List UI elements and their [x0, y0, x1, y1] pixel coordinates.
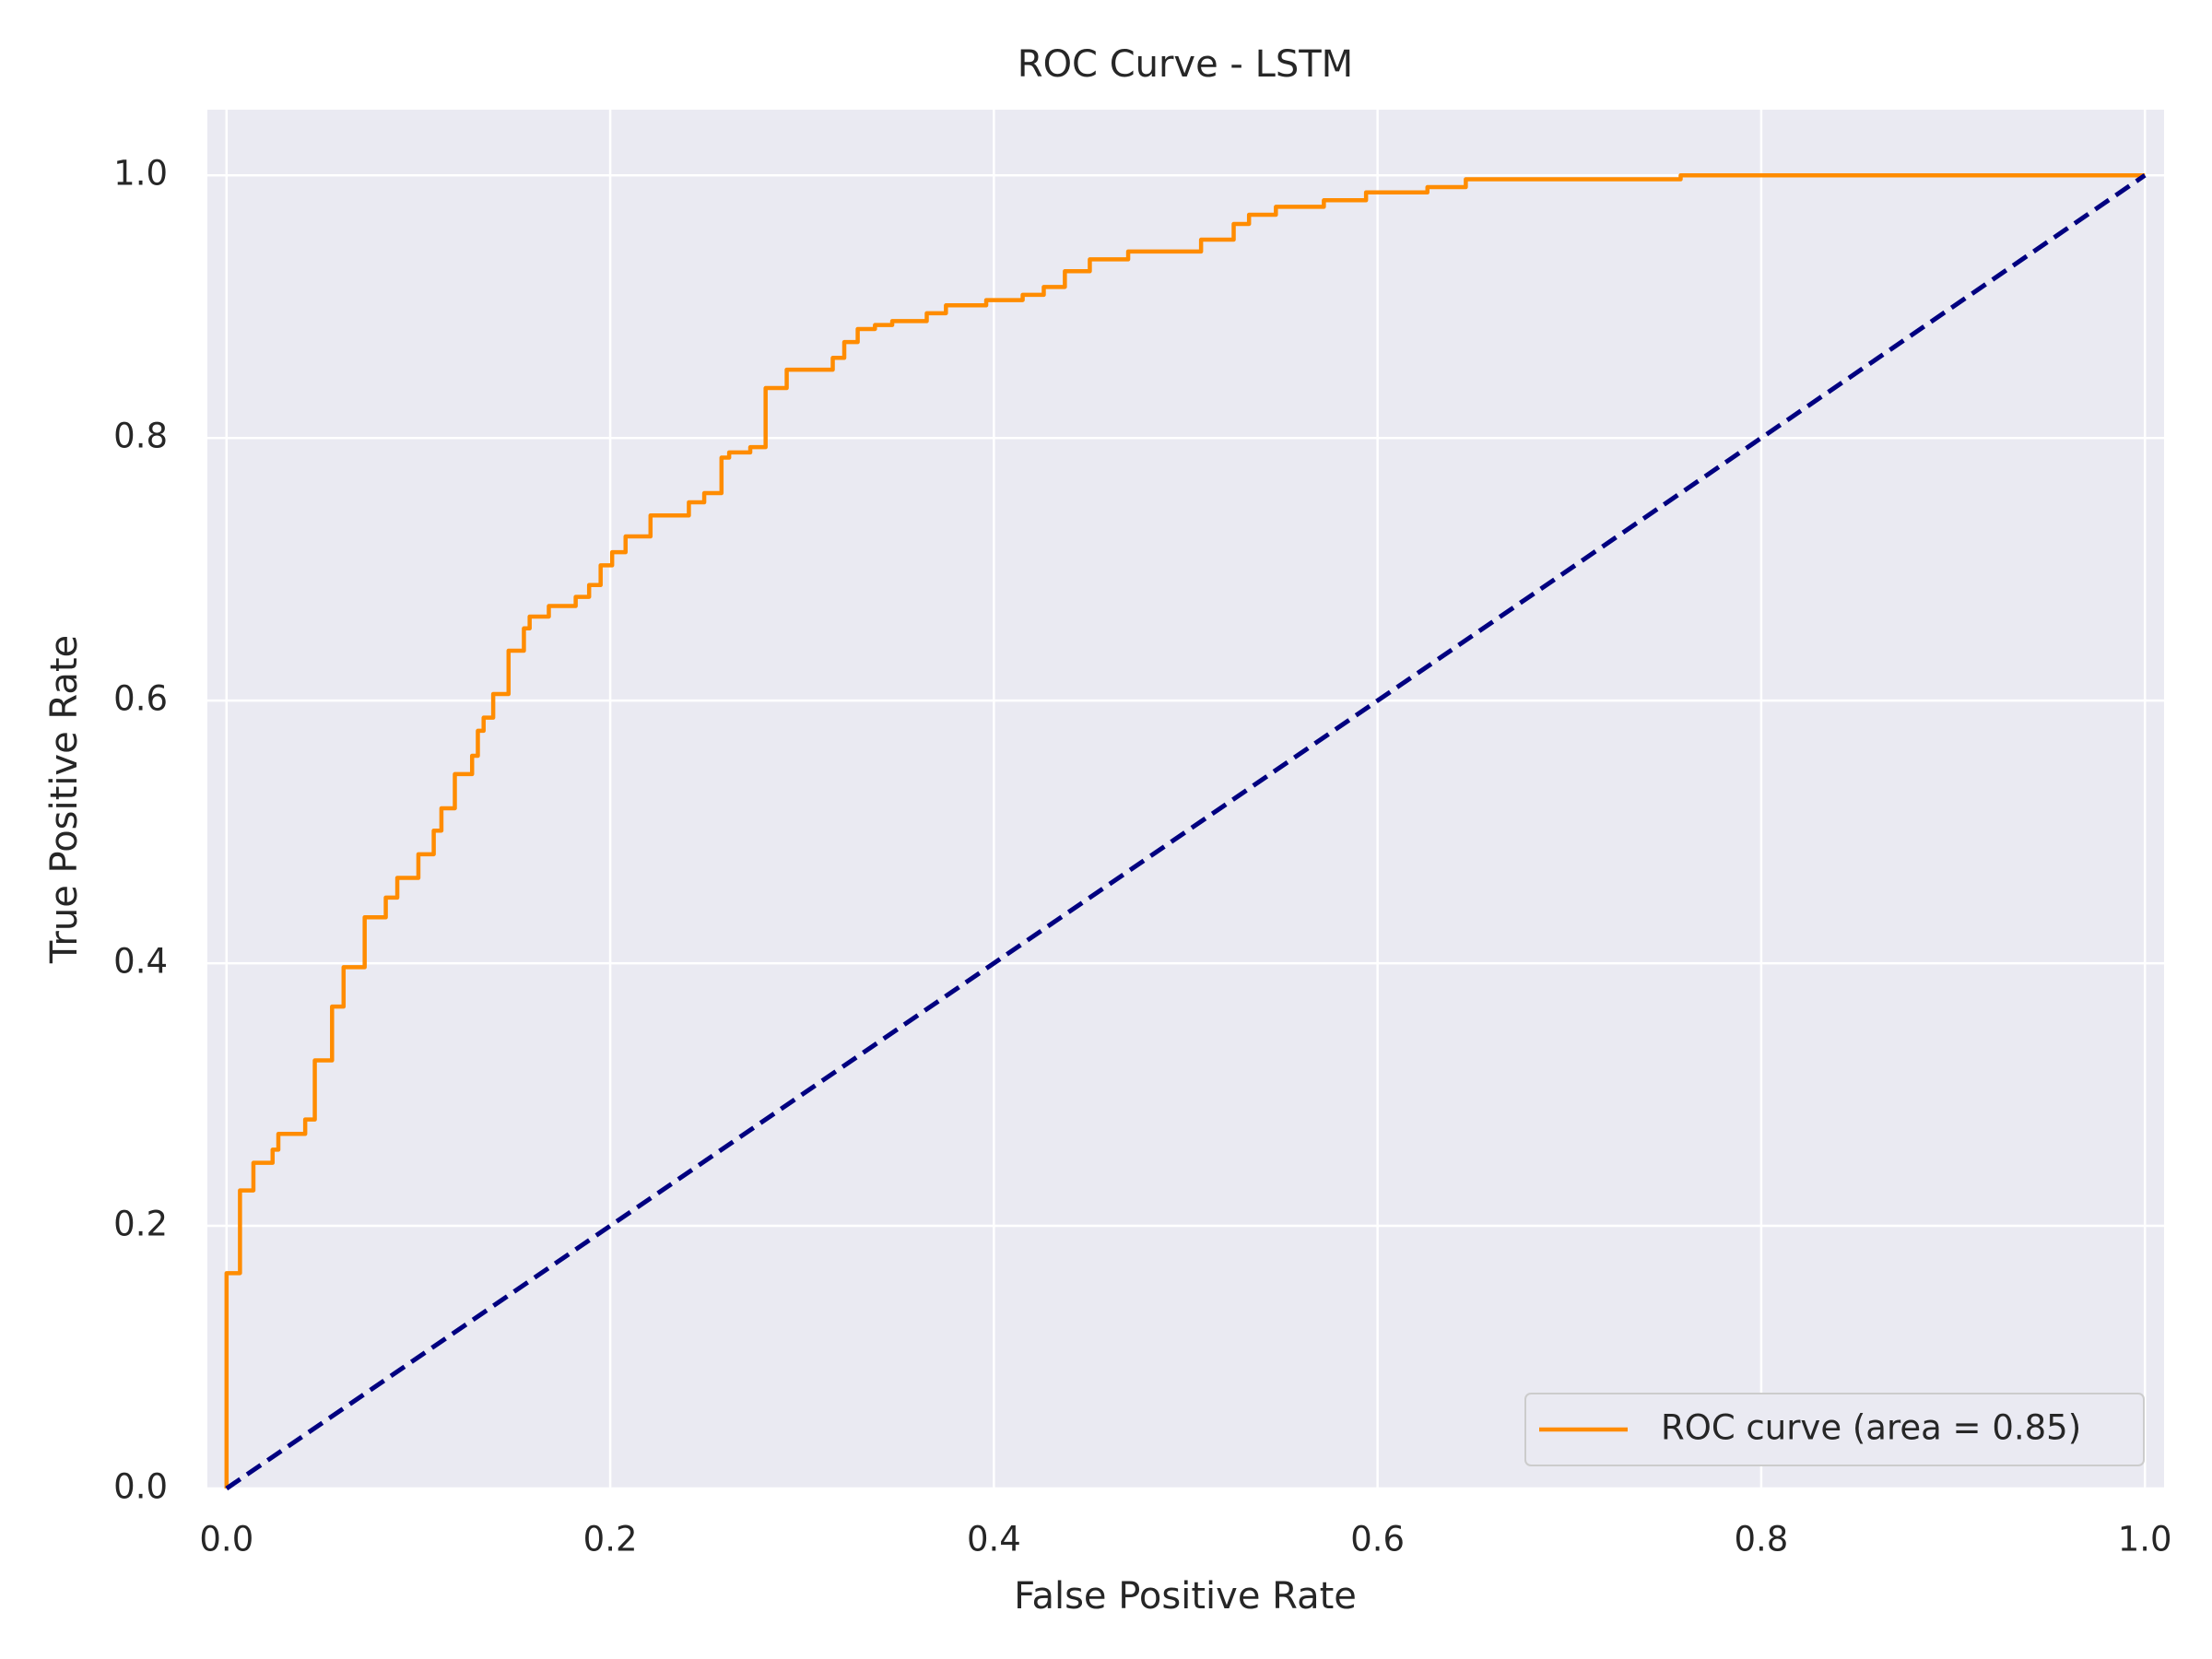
roc-line: [224, 172, 2146, 1488]
x-tick-label: 0.0: [199, 1520, 253, 1559]
y-tick-label: 0.4: [113, 942, 168, 982]
x-tick-label: 0.8: [1734, 1520, 1788, 1559]
x-tick-label: 0.2: [583, 1520, 638, 1559]
y-tick-label: 0.6: [113, 679, 168, 719]
legend-label: ROC curve (area = 0.85): [1661, 1408, 2081, 1448]
x-tick-label: 1.0: [2118, 1520, 2172, 1559]
plot-area: [207, 110, 2164, 1488]
legend: ROC curve (area = 0.85): [1524, 1393, 2145, 1466]
y-tick-label: 0.0: [113, 1467, 168, 1507]
x-tick-label: 0.4: [967, 1520, 1021, 1559]
chart-title: ROC Curve - LSTM: [1018, 43, 1353, 86]
legend-box: [1524, 1393, 2145, 1466]
x-axis-label: False Positive Rate: [1014, 1575, 1357, 1618]
y-axis-label: True Positive Rate: [43, 635, 86, 964]
roc-line: [225, 173, 2147, 1491]
x-tick-label: 0.6: [1350, 1520, 1405, 1559]
y-tick-label: 1.0: [113, 154, 168, 194]
y-tick-label: 0.2: [113, 1205, 168, 1244]
y-tick-label: 0.8: [113, 417, 168, 456]
